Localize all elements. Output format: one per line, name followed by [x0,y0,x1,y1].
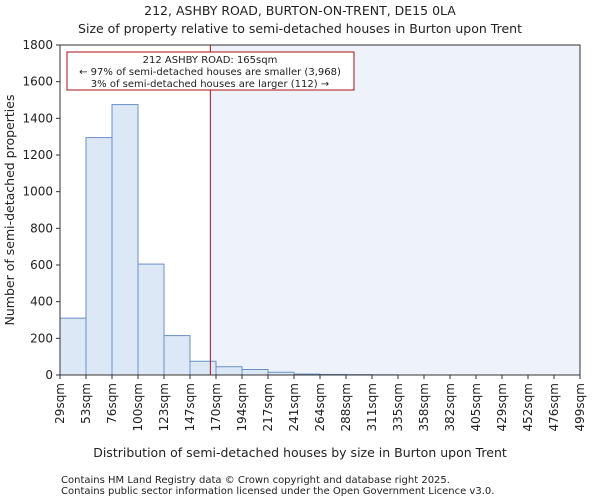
x-tick-label: 264sqm [313,383,327,431]
annotation-line-2: ← 97% of semi-detached houses are smalle… [79,67,341,78]
bar [59,317,87,376]
x-tick-label: 217sqm [261,383,275,431]
x-axis-label: Distribution of semi-detached houses by … [93,445,507,460]
x-tick-label: 311sqm [365,383,379,431]
y-tick-label: 1800 [22,38,53,52]
x-tick-label: 382sqm [443,383,457,431]
y-tick-label: 1600 [22,75,53,89]
y-ticks: 0 200 400 600 800 1000 1200 1400 1600 1800 [22,38,60,382]
y-tick-label: 600 [30,258,53,272]
x-tick-label: 170sqm [209,383,223,431]
x-tick-label: 405sqm [469,383,483,431]
footer-line-2: Contains public sector information licen… [61,486,494,497]
y-tick-label: 1400 [22,111,53,125]
x-tick-label: 194sqm [235,383,249,431]
annotation-line-1: 212 ASHBY ROAD: 165sqm [143,55,278,66]
y-tick-label: 800 [30,221,53,235]
y-tick-label: 200 [30,331,53,345]
x-tick-label: 499sqm [573,383,587,431]
x-tick-label: 476sqm [547,383,561,431]
y-tick-label: 400 [30,295,53,309]
chart-subtitle: Size of property relative to semi-detach… [78,21,522,36]
x-tick-label: 76sqm [105,383,119,424]
x-tick-label: 358sqm [417,383,431,431]
x-tick-label: 29sqm [53,383,67,424]
y-axis-label: Number of semi-detached properties [2,95,17,326]
bar [241,369,269,376]
x-tick-label: 147sqm [183,383,197,431]
x-tick-label: 429sqm [495,383,509,431]
annotation-border [66,51,355,91]
y-tick-label: 1200 [22,148,53,162]
bar [215,366,243,376]
bar [189,360,217,376]
annotation-line-3: 3% of semi-detached houses are larger (1… [91,79,329,90]
footer-line-1: Contains HM Land Registry data © Crown c… [61,475,450,486]
x-ticks: 29sqm 53sqm 76sqm 100sqm 123sqm 147sqm 170sqm 1… [53,375,587,431]
annotation-box: 212 ASHBY ROAD: 165sqm ← 97% of semi-det… [66,51,355,91]
bar [111,104,139,376]
x-tick-label: 335sqm [391,383,405,431]
y-tick-label: 1000 [22,185,53,199]
x-tick-label: 53sqm [79,383,93,424]
x-tick-label: 123sqm [157,383,171,431]
chart-title: 212, ASHBY ROAD, BURTON-ON-TRENT, DE15 0… [144,3,456,18]
plot-frame [59,44,581,376]
bar [163,335,191,376]
x-tick-label: 288sqm [339,383,353,431]
bar [85,137,113,376]
x-tick-label: 100sqm [131,383,145,431]
x-tick-label: 452sqm [521,383,535,431]
bar [137,263,165,376]
x-tick-label: 241sqm [287,383,301,431]
y-tick-label: 0 [45,368,53,382]
highlight-region [210,45,580,375]
